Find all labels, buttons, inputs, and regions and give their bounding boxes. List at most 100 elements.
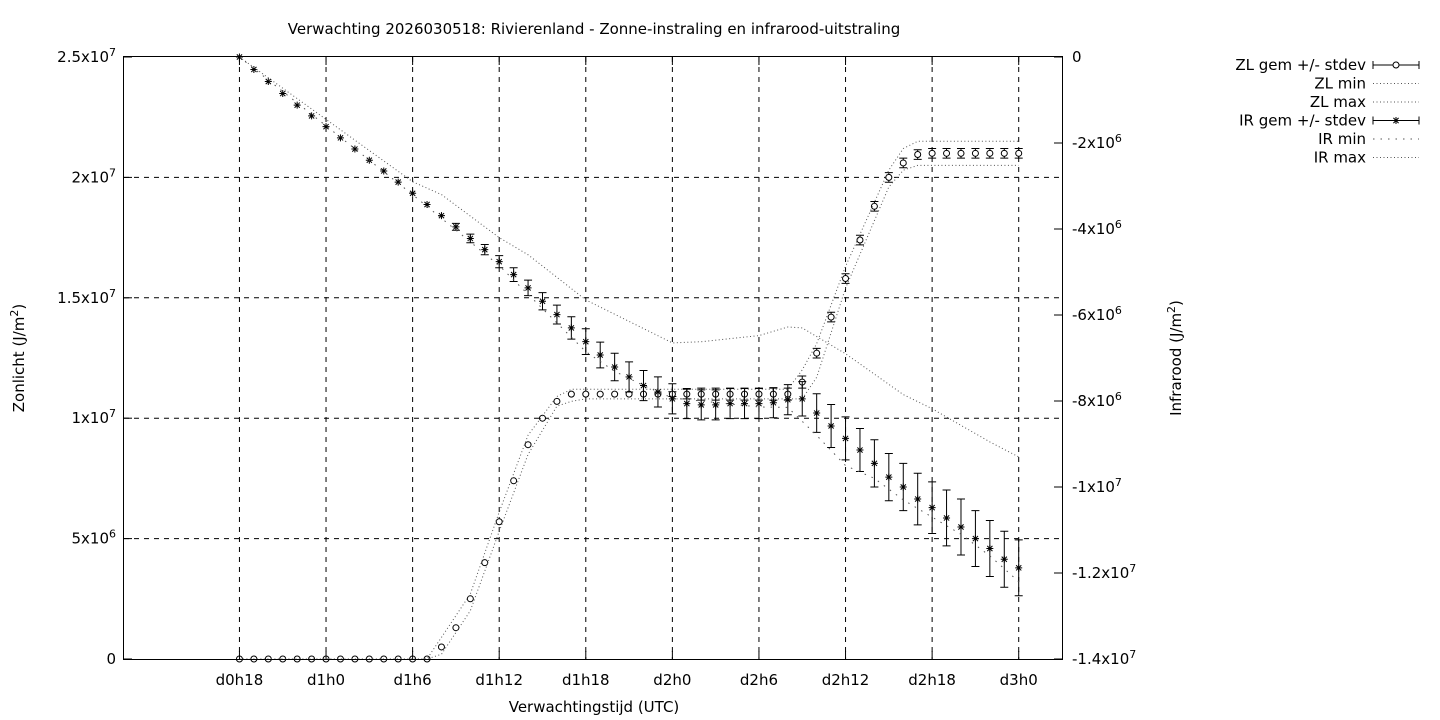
legend-item: IR max xyxy=(1314,149,1419,167)
data-point-star xyxy=(943,514,951,522)
data-point-star xyxy=(668,395,676,403)
data-point-star xyxy=(885,473,893,481)
data-point-star xyxy=(279,90,287,98)
x-tick-label: d2h6 xyxy=(740,671,778,689)
data-point-star xyxy=(394,178,402,186)
data-point-star xyxy=(336,134,344,142)
legend-item: ZL max xyxy=(1310,93,1419,111)
y-left-tick-label: 2.5x107 xyxy=(57,46,116,66)
x-tick-label: d2h18 xyxy=(908,671,956,689)
y-right-tick-label: -2x106 xyxy=(1072,132,1122,152)
data-point-star xyxy=(1015,564,1023,572)
data-point-star xyxy=(957,523,965,531)
grid-lines xyxy=(124,57,1062,659)
data-point-circle xyxy=(466,595,474,603)
data-point-star xyxy=(712,401,720,409)
data-point-star xyxy=(726,400,734,408)
data-point-circle xyxy=(452,624,460,632)
x-tick-label: d1h18 xyxy=(562,671,610,689)
data-point-star xyxy=(308,112,316,120)
x-tick-label: d2h12 xyxy=(822,671,870,689)
data-point-circle xyxy=(914,151,922,159)
legend-label: IR min xyxy=(1318,130,1366,148)
data-point-circle xyxy=(957,149,965,157)
x-axis-label: Verwachtingstijd (UTC) xyxy=(509,698,680,716)
data-point-star xyxy=(1000,555,1008,563)
data-point-star xyxy=(784,396,792,404)
data-point-star xyxy=(596,351,604,359)
series-line xyxy=(239,164,1019,660)
data-point-circle xyxy=(943,149,951,157)
y-right-tick-label: -8x106 xyxy=(1072,390,1122,410)
data-point-circle xyxy=(928,149,936,157)
series-line xyxy=(239,56,1019,458)
series-zl-max xyxy=(239,140,1019,660)
axes: d0h18 d1h0 d1h6 d1h12 d1h18 d2h0 d2h6 d2h12 d2h1… xyxy=(57,46,1136,689)
legend-label: ZL max xyxy=(1310,93,1366,111)
data-point-star xyxy=(322,123,330,131)
y-right-tick-label: 0 xyxy=(1072,48,1082,66)
data-point-star xyxy=(1392,117,1400,124)
y-right-tick-label: -6x106 xyxy=(1072,304,1122,324)
y-right-tick-label: -1x107 xyxy=(1072,476,1122,496)
data-point-star xyxy=(380,167,388,175)
y-left-tick-label: 1.5x107 xyxy=(57,287,116,307)
data-point-star xyxy=(986,544,994,552)
data-point-circle xyxy=(495,518,503,526)
data-point-star xyxy=(697,401,705,409)
x-tick-label: d0h18 xyxy=(216,671,264,689)
legend-label: IR max xyxy=(1314,149,1366,167)
data-point-circle xyxy=(1015,149,1023,157)
data-point-circle xyxy=(1392,61,1400,69)
y-axis-right-label: Infrarood (J/m2) xyxy=(1165,300,1185,416)
chart-title: Verwachting 2026030518: Rivierenland - Z… xyxy=(288,20,900,38)
x-tick-label: d1h12 xyxy=(475,671,523,689)
data-point-star xyxy=(971,535,979,543)
y-left-tick-label: 0 xyxy=(106,650,116,668)
legend-item: IR min xyxy=(1318,130,1419,148)
plot-frame xyxy=(123,56,1063,660)
y-right-tick-label: -1.4x107 xyxy=(1072,648,1136,668)
series-ir-min xyxy=(239,56,1020,582)
y-left-tick-label: 1x107 xyxy=(71,407,116,427)
data-point-circle xyxy=(827,313,835,321)
data-point-circle xyxy=(437,643,445,651)
data-point-star xyxy=(409,189,417,197)
data-point-star xyxy=(452,223,460,231)
data-point-circle xyxy=(899,159,907,167)
data-point-star xyxy=(611,363,619,371)
legend-label: ZL gem +/- stdev xyxy=(1235,56,1366,74)
data-point-star xyxy=(654,388,662,396)
y-left-tick-label: 5x106 xyxy=(71,528,116,548)
data-point-circle xyxy=(611,390,619,398)
series-layer xyxy=(235,53,1023,663)
data-point-circle xyxy=(1000,149,1008,157)
data-point-star xyxy=(813,409,821,417)
data-point-star xyxy=(466,234,474,242)
data-point-star xyxy=(870,459,878,467)
data-point-circle xyxy=(524,441,532,449)
y-axis-left-label: Zonlicht (J/m2) xyxy=(8,304,28,413)
data-point-star xyxy=(495,258,503,266)
data-point-circle xyxy=(986,149,994,157)
data-point-star xyxy=(567,324,575,332)
data-point-star xyxy=(553,311,561,319)
data-point-star xyxy=(856,446,864,454)
data-point-circle xyxy=(971,149,979,157)
data-point-circle xyxy=(856,236,864,244)
data-point-circle xyxy=(813,349,821,357)
x-tick-label: d1h6 xyxy=(394,671,432,689)
data-point-star xyxy=(582,338,590,346)
y-right-tick-label: -4x106 xyxy=(1072,218,1122,238)
series-zl-gem-stdev xyxy=(235,148,1023,663)
data-point-star xyxy=(250,65,258,73)
data-point-star xyxy=(640,382,648,390)
legend-item: ZL min xyxy=(1314,75,1419,93)
y-right-tick-label: -1.2x107 xyxy=(1072,562,1136,582)
data-point-star xyxy=(625,373,633,381)
data-point-star xyxy=(827,422,835,430)
data-point-circle xyxy=(481,559,489,567)
data-point-star xyxy=(481,246,489,254)
